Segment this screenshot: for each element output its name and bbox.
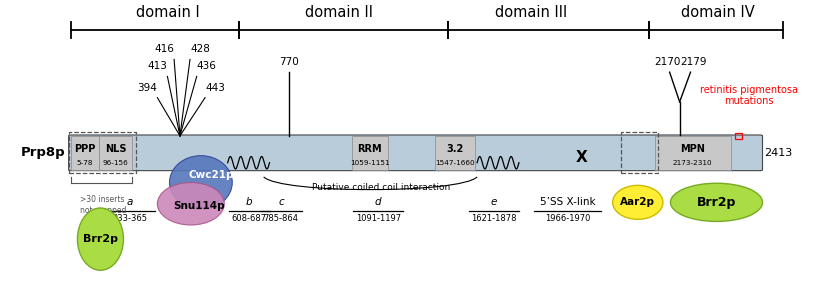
Text: a: a bbox=[126, 198, 133, 207]
Text: 770: 770 bbox=[278, 57, 298, 67]
Text: 428: 428 bbox=[190, 44, 210, 54]
Text: 96-156: 96-156 bbox=[103, 160, 128, 166]
Text: 5-78: 5-78 bbox=[77, 160, 93, 166]
Text: 2179: 2179 bbox=[679, 57, 706, 67]
Text: domain II: domain II bbox=[304, 5, 373, 20]
Text: >30 inserts
not mapped: >30 inserts not mapped bbox=[79, 195, 125, 215]
Text: d: d bbox=[375, 198, 381, 207]
Text: 2173-2310: 2173-2310 bbox=[672, 160, 711, 166]
Text: 443: 443 bbox=[205, 83, 225, 93]
Text: domain I: domain I bbox=[135, 5, 199, 20]
Text: e: e bbox=[490, 198, 497, 207]
FancyBboxPatch shape bbox=[99, 136, 132, 170]
Text: 413: 413 bbox=[147, 61, 167, 71]
Text: 233-365: 233-365 bbox=[112, 214, 147, 223]
Text: Snu114p: Snu114p bbox=[173, 201, 225, 211]
Text: 1547-1660: 1547-1660 bbox=[435, 160, 475, 166]
Text: b: b bbox=[246, 198, 252, 207]
Text: 5’SS X-link: 5’SS X-link bbox=[539, 198, 594, 207]
Text: 785-864: 785-864 bbox=[263, 214, 298, 223]
Text: X: X bbox=[575, 150, 587, 166]
Text: 416: 416 bbox=[154, 44, 174, 54]
Ellipse shape bbox=[157, 183, 224, 225]
Ellipse shape bbox=[670, 183, 762, 222]
Ellipse shape bbox=[612, 185, 662, 219]
Text: 2170: 2170 bbox=[653, 57, 680, 67]
Text: retinitis pigmentosa
mutations: retinitis pigmentosa mutations bbox=[699, 85, 798, 106]
FancyBboxPatch shape bbox=[435, 136, 475, 170]
FancyBboxPatch shape bbox=[654, 136, 730, 170]
Text: 394: 394 bbox=[137, 83, 157, 93]
Text: Brr2p: Brr2p bbox=[83, 234, 118, 244]
Text: 1621-1878: 1621-1878 bbox=[471, 214, 516, 223]
Text: Putative coiled coil interaction: Putative coiled coil interaction bbox=[311, 183, 450, 192]
Text: c: c bbox=[278, 198, 283, 207]
Text: Aar2p: Aar2p bbox=[619, 197, 655, 207]
Text: Prp8p: Prp8p bbox=[21, 146, 65, 159]
Text: 1091-1197: 1091-1197 bbox=[355, 214, 400, 223]
Text: MPN: MPN bbox=[680, 144, 704, 154]
FancyBboxPatch shape bbox=[351, 136, 387, 170]
Text: domain IV: domain IV bbox=[681, 5, 754, 20]
Text: PPP: PPP bbox=[74, 144, 95, 154]
Ellipse shape bbox=[77, 208, 124, 270]
Text: 3.2: 3.2 bbox=[446, 144, 463, 154]
Text: Brr2p: Brr2p bbox=[696, 196, 736, 209]
Text: 608-687: 608-687 bbox=[232, 214, 267, 223]
Text: 2413: 2413 bbox=[763, 148, 792, 158]
Text: 1059-1151: 1059-1151 bbox=[349, 160, 389, 166]
Text: 436: 436 bbox=[196, 61, 217, 71]
Text: domain III: domain III bbox=[495, 5, 567, 20]
Text: RRM: RRM bbox=[357, 144, 381, 154]
FancyBboxPatch shape bbox=[71, 136, 99, 170]
Text: 1966-1970: 1966-1970 bbox=[544, 214, 589, 223]
Text: Cwc21p: Cwc21p bbox=[188, 170, 233, 181]
FancyBboxPatch shape bbox=[69, 135, 762, 171]
Ellipse shape bbox=[169, 156, 232, 209]
Text: NLS: NLS bbox=[104, 144, 126, 154]
